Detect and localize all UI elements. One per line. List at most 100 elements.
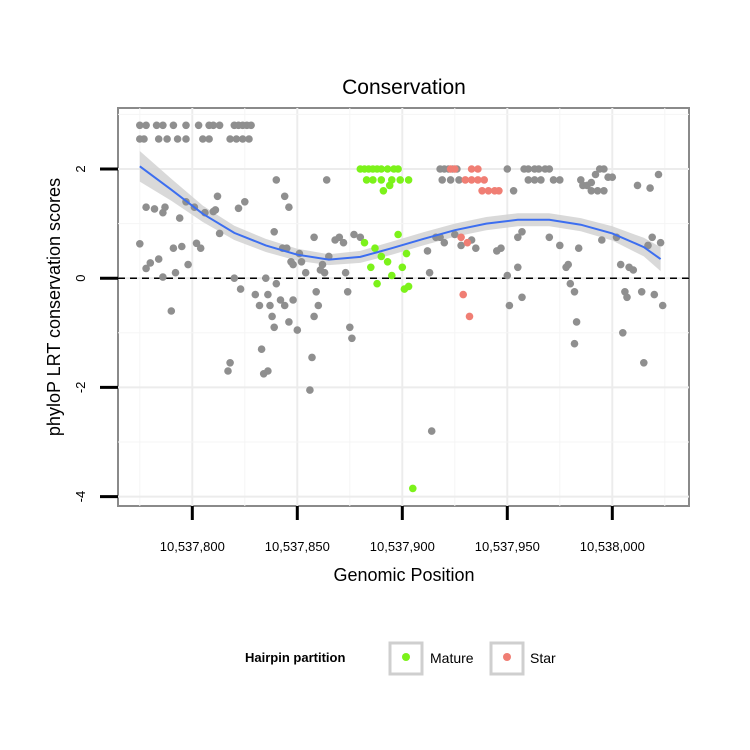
- data-point-other: [648, 233, 656, 242]
- data-point-other: [182, 121, 190, 130]
- data-point-other: [262, 274, 270, 283]
- data-point-other: [310, 312, 318, 321]
- data-point-other: [297, 258, 306, 266]
- data-point-other: [167, 307, 176, 315]
- data-point-other: [255, 301, 264, 310]
- data-point-other: [423, 247, 432, 255]
- data-point-mature: [404, 176, 413, 184]
- data-point-other: [341, 268, 350, 277]
- data-point-other: [600, 187, 608, 195]
- data-point-other: [211, 206, 220, 214]
- x-tick-label: 10,538,000: [580, 539, 645, 554]
- data-point-other: [658, 301, 667, 310]
- data-point-other: [251, 290, 260, 299]
- data-point-other: [518, 293, 526, 302]
- data-point-other: [215, 229, 224, 238]
- data-point-other: [163, 135, 171, 143]
- data-point-other: [136, 121, 144, 130]
- data-point-other: [524, 165, 533, 173]
- data-point-mature: [373, 279, 381, 288]
- data-point-other: [503, 165, 512, 173]
- data-point-other: [238, 135, 247, 143]
- data-point-other: [509, 187, 518, 195]
- data-point-other: [514, 233, 522, 242]
- y-axis-title: phyloP LRT conservation scores: [44, 178, 64, 436]
- y-axis-ticks: -4 -2 0 2: [73, 165, 118, 502]
- data-point-other: [136, 240, 144, 248]
- data-point-star: [480, 176, 489, 184]
- data-point-other: [608, 173, 617, 181]
- legend-key-mature: [388, 641, 424, 676]
- data-point-other: [178, 242, 186, 251]
- data-point-other: [322, 176, 331, 184]
- data-point-other: [310, 233, 318, 242]
- data-point-other: [175, 214, 184, 222]
- data-point-other: [545, 165, 554, 173]
- data-point-other: [270, 323, 279, 332]
- data-point-other: [312, 288, 321, 296]
- data-point-other: [455, 176, 463, 184]
- data-point-other: [335, 233, 344, 242]
- data-point-other: [226, 359, 234, 367]
- data-point-other: [346, 323, 354, 332]
- data-point-other: [268, 312, 276, 321]
- data-point-other: [564, 260, 572, 269]
- data-point-other: [616, 260, 625, 269]
- legend-label-star: Star: [530, 650, 556, 666]
- data-point-other: [350, 230, 358, 239]
- data-point-other: [306, 386, 314, 394]
- data-point-other: [169, 121, 178, 130]
- data-point-other: [314, 301, 323, 310]
- data-point-other: [266, 301, 274, 310]
- data-point-other: [598, 236, 606, 244]
- data-point-other: [633, 181, 642, 190]
- data-point-other: [356, 233, 365, 242]
- data-point-other: [629, 266, 638, 274]
- data-point-other: [545, 233, 554, 242]
- data-point-mature: [385, 181, 394, 190]
- data-point-other: [154, 135, 163, 143]
- data-point-mature: [383, 165, 392, 173]
- data-point-other: [472, 244, 480, 252]
- legend-label-mature: Mature: [430, 650, 474, 666]
- data-point-mature: [377, 252, 386, 261]
- chart-title: Conservation: [342, 76, 466, 99]
- data-point-other: [289, 260, 297, 269]
- data-point-other: [215, 121, 224, 130]
- data-point-other: [587, 187, 596, 195]
- data-point-other: [530, 176, 539, 184]
- data-point-other: [270, 228, 279, 236]
- data-point-star: [467, 176, 476, 184]
- data-point-other: [226, 135, 234, 143]
- data-point-mature: [394, 165, 402, 173]
- data-point-other: [285, 203, 293, 211]
- data-point-other: [196, 244, 205, 252]
- data-point-other: [619, 329, 627, 337]
- data-point-other: [514, 263, 522, 272]
- data-point-other: [556, 241, 564, 250]
- data-point-other: [272, 176, 281, 184]
- data-point-other: [230, 274, 239, 283]
- data-point-mature: [377, 165, 386, 173]
- x-tick-label: 10,537,950: [475, 539, 540, 554]
- data-point-mature: [383, 258, 392, 266]
- data-point-other: [205, 135, 213, 143]
- data-point-other: [154, 255, 163, 263]
- data-point-other: [348, 334, 356, 343]
- data-point-other: [427, 427, 436, 435]
- data-point-other: [209, 121, 218, 130]
- data-point-other: [640, 359, 648, 367]
- data-point-mature: [367, 263, 375, 272]
- y-tick-label: 0: [73, 275, 88, 282]
- data-point-mature: [409, 484, 417, 493]
- legend-title: Hairpin partition: [245, 650, 345, 665]
- data-point-other: [152, 121, 161, 130]
- data-point-other: [320, 268, 329, 277]
- data-point-other: [637, 288, 646, 296]
- data-point-other: [236, 285, 245, 293]
- x-tick-label: 10,537,900: [370, 539, 435, 554]
- data-point-other: [142, 121, 150, 130]
- data-point-mature: [369, 176, 377, 184]
- x-axis-ticks: 10,537,800 10,537,850 10,537,900 10,537,950…: [160, 506, 645, 554]
